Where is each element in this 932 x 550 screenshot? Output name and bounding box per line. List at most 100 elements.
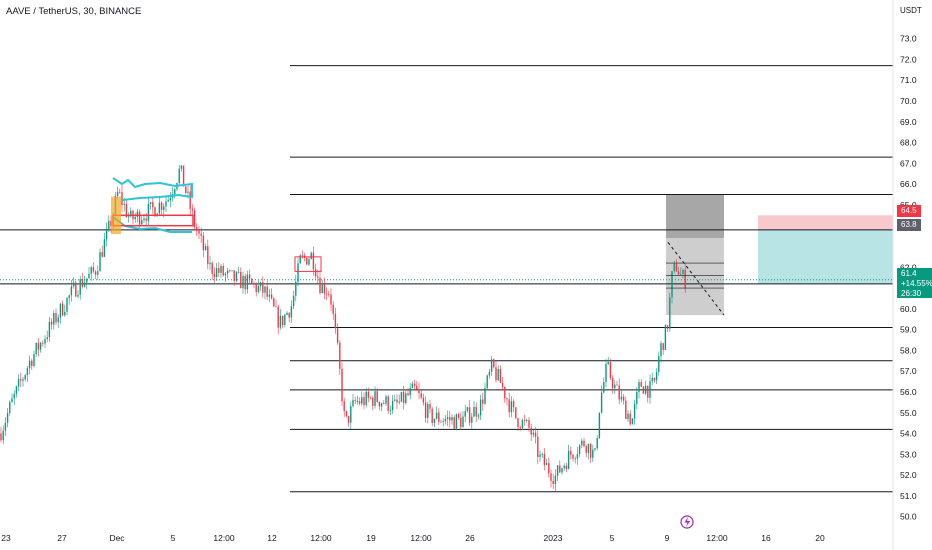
candle-body: [576, 454, 579, 459]
candle-body: [193, 210, 196, 228]
candle-body: [257, 286, 260, 292]
candle-body: [616, 384, 618, 386]
candle-body: [182, 165, 185, 187]
y-tick-label: 60.0: [900, 304, 917, 314]
candle-body: [9, 402, 11, 413]
candle-body: [222, 265, 224, 276]
candle-body: [574, 458, 576, 460]
candle-body: [411, 383, 414, 389]
candle-body: [572, 454, 574, 459]
candle-body: [609, 361, 612, 379]
candle-body: [526, 419, 528, 421]
candle-body: [345, 411, 348, 416]
x-tick-label: 2023: [544, 533, 563, 543]
symbol-title[interactable]: AAVE / TetherUS, 30, BINANCE: [6, 6, 142, 17]
candle-body: [167, 200, 169, 202]
indicator-upper-band: [112, 177, 193, 201]
candle-body: [372, 397, 374, 406]
candle-body: [600, 392, 603, 413]
candle-body: [251, 278, 253, 284]
candle-body: [493, 359, 495, 368]
candle-body: [363, 397, 365, 406]
candle-body: [246, 274, 249, 290]
candle-body: [541, 453, 543, 455]
candle-body: [682, 270, 684, 274]
x-tick-label: 12:00: [706, 533, 728, 543]
candle-body: [2, 430, 4, 441]
bar-countdown: 26:30: [901, 289, 922, 298]
candle-body: [605, 363, 607, 382]
candle-body: [6, 412, 9, 423]
y-tick-label: 53.0: [900, 449, 917, 459]
candle-body: [273, 298, 275, 307]
candle-body: [394, 399, 396, 401]
candle-body: [677, 271, 680, 275]
candle-body: [444, 418, 447, 422]
lightning-icon-bolt: [684, 517, 690, 527]
candle-body: [185, 186, 187, 193]
candle-body: [431, 408, 433, 423]
price-change: +14.55%: [901, 279, 932, 288]
candle-body: [174, 189, 176, 195]
candle-body: [79, 279, 81, 295]
candle-body: [473, 407, 475, 417]
candle-body: [57, 317, 59, 323]
candle-body: [33, 353, 35, 367]
candle-body: [101, 252, 103, 257]
candle-body: [209, 262, 211, 265]
candle-body: [15, 386, 18, 394]
candle-body: [339, 342, 341, 369]
candle-body: [488, 371, 491, 376]
x-tick-label: 5: [171, 533, 176, 543]
candle-body: [495, 367, 497, 381]
y-tick-label: 59.0: [900, 325, 917, 335]
candle-body: [369, 397, 372, 399]
candle-body: [255, 283, 257, 292]
candle-body: [281, 315, 284, 325]
candle-body: [11, 398, 13, 403]
candle-body: [508, 399, 510, 413]
candle-body: [365, 391, 367, 406]
candle-body: [660, 343, 662, 357]
candle-body: [387, 396, 389, 411]
candle-body: [669, 297, 671, 329]
candle-body: [559, 465, 561, 473]
candle-body: [231, 270, 233, 272]
candle-body: [237, 271, 240, 273]
candle-body: [138, 211, 141, 225]
candle-body: [259, 282, 262, 287]
candle-body: [295, 281, 297, 296]
candle-body: [625, 400, 627, 420]
candle-body: [224, 273, 227, 276]
stop-loss-zone: [758, 215, 893, 230]
candle-body: [28, 360, 31, 369]
candle-body: [343, 401, 345, 412]
poc-box: [112, 214, 194, 227]
candle-body: [499, 369, 502, 383]
y-tick-label: 65.0: [900, 200, 917, 210]
candle-body: [666, 325, 669, 329]
candle-body: [607, 361, 609, 364]
y-tick-label: 54.0: [900, 429, 917, 439]
candle-body: [446, 417, 449, 419]
candle-body: [88, 273, 90, 279]
candle-body: [70, 286, 73, 296]
candle-body: [37, 342, 40, 350]
y-tick-label: 55.0: [900, 408, 917, 418]
candle-body: [537, 436, 539, 457]
candle-body: [596, 437, 598, 449]
stop-price-tag: 64.5: [897, 205, 921, 217]
candle-body: [330, 294, 332, 305]
candle-body: [321, 283, 323, 294]
x-tick-label: 27: [57, 533, 67, 543]
x-tick-label: 12: [267, 533, 277, 543]
candle-body: [297, 263, 299, 282]
candle-body: [515, 407, 517, 419]
candle-body: [310, 252, 312, 260]
candle-body: [396, 399, 398, 403]
candle-body: [341, 368, 343, 402]
candle-body: [662, 343, 664, 350]
candle-body: [416, 385, 418, 390]
candle-body: [200, 233, 202, 236]
